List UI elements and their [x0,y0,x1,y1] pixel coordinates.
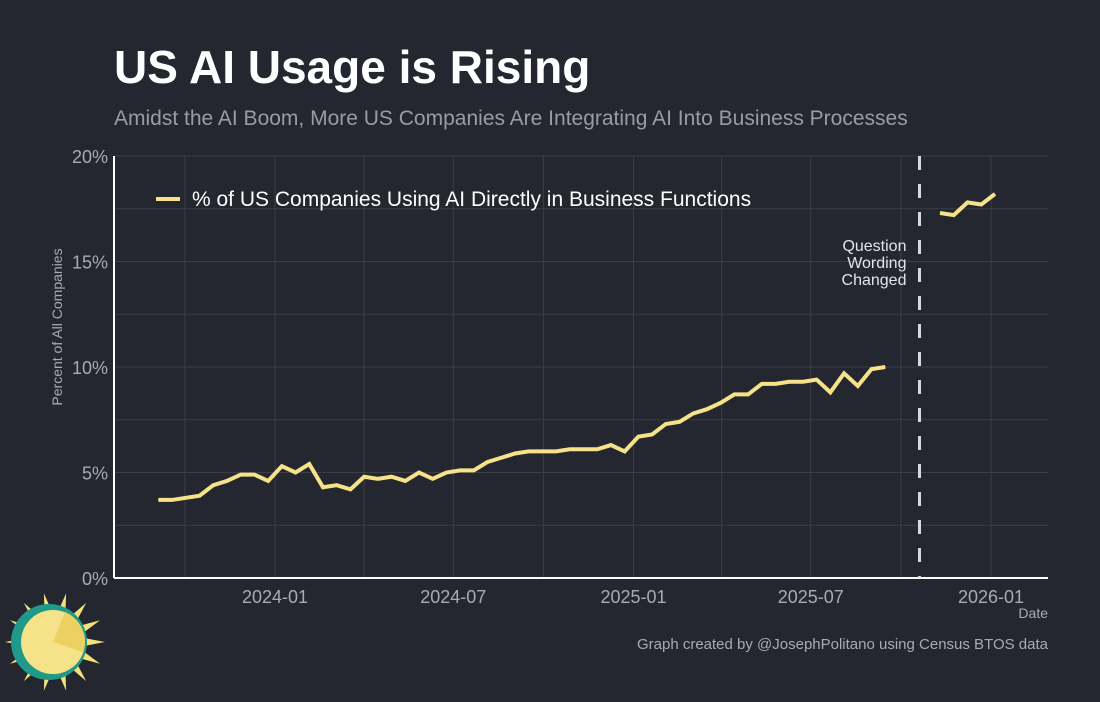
data-point [199,495,201,497]
data-point [610,444,612,446]
data-point [665,423,667,425]
credit-text: Graph created by @JosephPolitano using C… [637,636,1049,653]
data-point [281,465,283,467]
x-tick-label: 2025-07 [778,587,844,607]
data-point [775,383,777,385]
data-point [829,391,831,393]
data-point [733,393,735,395]
chart-subtitle: Amidst the AI Boom, More US Companies Ar… [114,107,908,130]
data-point [404,480,406,482]
data-point [788,381,790,383]
data-point [432,478,434,480]
data-point [322,486,324,488]
y-axis-label: Percent of All Companies [49,248,65,405]
data-point [651,434,653,436]
data-point [637,436,639,438]
y-tick-label: 5% [82,464,108,484]
series-line [939,192,997,218]
y-tick-label: 20% [72,147,108,167]
annotation-label: Wording [847,255,906,272]
x-axis-label: Date [1018,605,1048,621]
data-point [473,469,475,471]
data-point [226,480,228,482]
data-point [418,472,420,473]
data-point [884,366,886,368]
data-point [994,193,996,195]
data-point [240,474,242,476]
x-tick-label: 2025-01 [600,587,666,607]
data-point [363,476,365,478]
y-tick-label: 0% [82,569,108,589]
data-point [679,421,681,423]
data-point [445,472,447,473]
legend-label: % of US Companies Using AI Directly in B… [192,188,751,211]
data-point [185,497,187,499]
series-line [158,365,886,502]
data-point [500,457,502,459]
data-point [802,381,804,383]
data-point [253,474,255,476]
data-point [459,469,461,471]
data-point [966,201,968,203]
data-point [212,484,214,486]
data-point [569,448,571,450]
data-point [692,412,694,414]
data-point [583,448,585,450]
annotation-label: Question [842,238,906,255]
data-point [157,499,159,501]
data-point [171,499,173,501]
data-point [336,484,338,486]
data-point [980,204,982,206]
data-point [528,450,530,452]
data-point [555,450,557,452]
data-point [308,463,310,465]
sun-shade-icon [53,612,85,652]
y-tick-label: 15% [72,253,108,273]
x-tick-label: 2024-01 [242,587,308,607]
data-point [514,453,516,455]
chart-title: US AI Usage is Rising [114,41,591,93]
data-point [267,480,269,482]
x-tick-label: 2024-07 [420,587,486,607]
x-tick-label: 2026-01 [958,587,1024,607]
data-point [857,385,859,387]
data-point [541,450,543,452]
data-point [706,408,708,410]
data-point [871,368,873,370]
annotation-label: Changed [842,272,907,289]
data-point [761,383,763,385]
data-point [624,450,626,452]
data-point [349,488,351,490]
data-point [720,402,722,404]
data-point [377,478,379,480]
data-point [487,461,489,463]
y-tick-label: 10% [72,358,108,378]
data-point [596,448,598,450]
data-point [843,372,845,374]
data-point [953,214,955,216]
data-point [939,212,941,214]
data-point [391,476,393,478]
data-point [295,472,297,473]
data-point [747,393,749,395]
data-point [816,379,818,381]
